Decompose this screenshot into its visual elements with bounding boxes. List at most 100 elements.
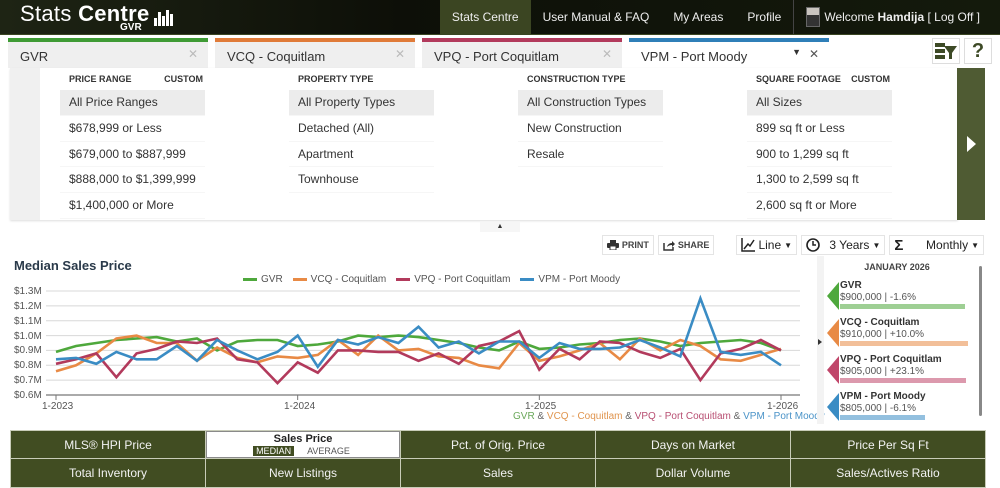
- metric-total-inventory[interactable]: Total Inventory: [11, 459, 205, 487]
- metric-mls-hpi-price[interactable]: MLS® HPI Price: [11, 431, 205, 458]
- sqft-option[interactable]: 899 sq ft or Less: [747, 116, 892, 142]
- arrow-icon: [827, 356, 839, 384]
- tab-vcq-coquitlam[interactable]: VCQ - Coquitlam ✕: [215, 38, 415, 68]
- interval-dropdown[interactable]: Σ Monthly ▼: [889, 235, 984, 255]
- caption-vpq: VPQ - Port Coquitlam: [634, 411, 731, 422]
- nav-profile[interactable]: Profile: [747, 10, 782, 24]
- summary-name: VPQ - Port Coquitlam: [840, 354, 942, 365]
- tab-label: GVR: [20, 49, 49, 64]
- y-tick: $0.9M: [14, 345, 42, 356]
- metric-new-listings[interactable]: New Listings: [206, 459, 400, 487]
- summary-name: VPM - Port Moody: [840, 391, 926, 402]
- help-button[interactable]: ?: [964, 38, 992, 64]
- summary-entry-gvr: GVR $900,000 | -1.6%: [827, 280, 977, 316]
- legend-swatch: [243, 278, 257, 281]
- y-tick: $0.7M: [14, 375, 42, 386]
- legend-item-gvr[interactable]: GVR: [243, 274, 283, 285]
- close-icon[interactable]: ✕: [187, 47, 198, 61]
- line-chart-plot: [46, 290, 800, 400]
- share-button[interactable]: SHARE: [657, 235, 715, 255]
- legend-swatch: [520, 278, 535, 281]
- metric-days-on-market[interactable]: Days on Market: [596, 431, 790, 458]
- summary-entry-vcq: VCQ - Coquitlam $910,000 | +10.0%: [827, 317, 977, 353]
- close-icon[interactable]: ✕: [394, 47, 405, 61]
- next-filters-button[interactable]: [957, 68, 985, 220]
- metric-dollar-volume[interactable]: Dollar Volume: [596, 459, 790, 487]
- sigma-icon: Σ: [894, 236, 904, 254]
- print-button[interactable]: PRINT: [601, 235, 654, 255]
- construction-option[interactable]: New Construction: [518, 116, 663, 142]
- legend-item-vcq[interactable]: VCQ - Coquitlam: [292, 274, 387, 285]
- y-tick: $1.2M: [14, 301, 42, 312]
- nav-my-areas[interactable]: My Areas: [673, 10, 724, 24]
- legend-label: VCQ - Coquitlam: [310, 274, 387, 285]
- close-icon[interactable]: ✕: [601, 47, 612, 61]
- property-option[interactable]: All Property Types: [289, 90, 434, 116]
- close-icon[interactable]: ✕: [808, 47, 819, 61]
- subtab-average[interactable]: AVERAGE: [307, 446, 350, 456]
- y-tick: $1.3M: [14, 286, 42, 297]
- tab-vpq-port-coquitlam[interactable]: VPQ - Port Coquitlam ✕: [422, 38, 622, 68]
- nav-stats-centre[interactable]: Stats Centre: [439, 0, 531, 34]
- metric-sales[interactable]: Sales: [401, 459, 595, 487]
- tab-gvr[interactable]: GVR ✕: [8, 38, 208, 68]
- sqft-custom-button[interactable]: CUSTOM: [851, 74, 890, 84]
- legend-swatch: [396, 278, 411, 281]
- x-tick: 1-2024: [284, 401, 316, 412]
- sqft-option[interactable]: All Sizes: [747, 90, 892, 116]
- price-option[interactable]: $1,400,000 or More: [60, 193, 205, 219]
- period-value: 3 Years: [829, 238, 870, 252]
- nav-user-manual[interactable]: User Manual & FAQ: [542, 10, 650, 24]
- summary-value: $905,000 | +23.1%: [840, 366, 925, 377]
- caption-vcq: VCQ - Coquitlam: [546, 411, 623, 422]
- caret-down-icon[interactable]: ▼: [792, 47, 801, 57]
- printer-icon: [606, 240, 619, 250]
- price-option[interactable]: All Price Ranges: [60, 90, 205, 116]
- construction-option[interactable]: Resale: [518, 142, 663, 168]
- logo-text-light: Stats: [20, 1, 72, 26]
- metric-pct-orig-price[interactable]: Pct. of Orig. Price: [401, 431, 595, 458]
- summary-bar: [840, 378, 966, 383]
- side-panel-toggle[interactable]: [817, 256, 824, 424]
- caption-gvr: GVR: [513, 411, 535, 422]
- subtab-median[interactable]: MEDIAN: [253, 446, 295, 456]
- collapse-filters-handle[interactable]: ▲: [480, 222, 520, 232]
- price-custom-button[interactable]: CUSTOM: [164, 74, 203, 84]
- legend-item-vpm[interactable]: VPM - Port Moody: [520, 274, 620, 285]
- caption-sep: &: [622, 411, 635, 422]
- log-off-link[interactable]: [ Log Off ]: [927, 10, 980, 24]
- period-dropdown[interactable]: 3 Years ▼: [801, 235, 886, 255]
- property-option[interactable]: Townhouse: [289, 167, 434, 194]
- sqft-option[interactable]: 2,600 sq ft or More: [747, 193, 892, 219]
- stats-centre-logo[interactable]: Stats Centre GVR: [20, 1, 174, 33]
- filter-button[interactable]: [932, 38, 960, 64]
- metric-sales-actives-ratio[interactable]: Sales/Actives Ratio: [791, 459, 985, 487]
- series-line: [55, 294, 782, 370]
- side-panel-scrollbar[interactable]: [979, 266, 982, 416]
- chart-type-dropdown[interactable]: Line ▼: [736, 235, 798, 255]
- legend-item-vpq[interactable]: VPQ - Port Coquitlam: [396, 274, 510, 285]
- construction-option[interactable]: All Construction Types: [518, 90, 663, 116]
- summary-bar: [840, 341, 968, 346]
- price-option[interactable]: $888,000 to $1,399,999: [60, 167, 205, 194]
- tab-vpm-port-moody[interactable]: VPM - Port Moody ▼ ✕: [629, 38, 829, 68]
- metric-sales-price[interactable]: Sales Price MEDIAN AVERAGE: [206, 431, 400, 458]
- chart-legend: GVR VCQ - Coquitlam VPQ - Port Coquitlam…: [243, 274, 620, 285]
- metric-price-per-sqft[interactable]: Price Per Sq Ft: [791, 431, 985, 458]
- username: Hamdija: [877, 10, 925, 24]
- property-option[interactable]: Detached (All): [289, 116, 434, 142]
- price-option[interactable]: $678,999 or Less: [60, 116, 205, 142]
- user-welcome: Welcome Hamdija [ Log Off ]: [793, 0, 1000, 34]
- summary-entry-vpm: VPM - Port Moody $805,000 | -6.1%: [827, 391, 977, 427]
- sqft-option[interactable]: 900 to 1,299 sq ft: [747, 142, 892, 168]
- caret-right-icon: [818, 339, 822, 345]
- series-line: [55, 333, 782, 373]
- property-option[interactable]: Apartment: [289, 142, 434, 168]
- summary-bar: [840, 415, 925, 420]
- sqft-option[interactable]: 1,300 to 2,599 sq ft: [747, 167, 892, 194]
- area-tabs: GVR ✕ VCQ - Coquitlam ✕ VPQ - Port Coqui…: [8, 38, 829, 68]
- filter-icon: [935, 43, 957, 59]
- price-option[interactable]: $679,000 to $887,999: [60, 142, 205, 168]
- x-tick: 1-2026: [767, 401, 799, 412]
- summary-name: GVR: [840, 280, 862, 291]
